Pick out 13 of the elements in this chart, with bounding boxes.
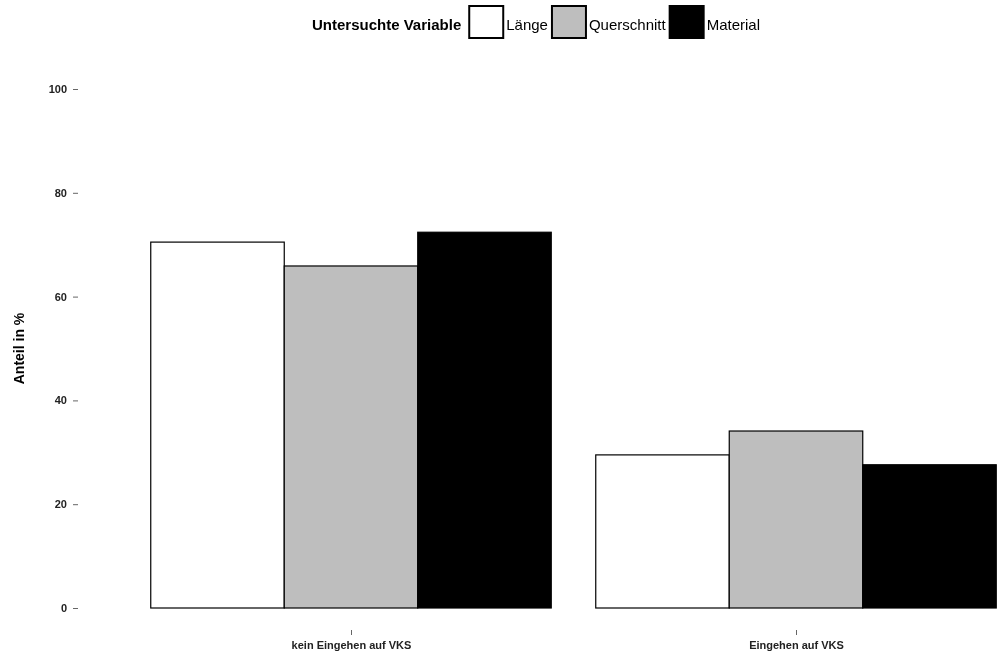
legend-label: Länge — [506, 16, 548, 33]
y-tick-label: 40 — [54, 394, 67, 407]
y-tick-label: 100 — [48, 83, 67, 96]
legend-title: Untersuchte Variable — [312, 16, 462, 33]
legend-label: Material — [706, 16, 761, 33]
y-tick-label: 0 — [60, 602, 67, 615]
y-tick-label: 20 — [54, 498, 67, 511]
y-tick-label: 60 — [54, 290, 67, 303]
y-tick-label: 80 — [54, 186, 67, 199]
x-tick-label: Eingehen auf VKS — [749, 638, 844, 651]
legend-label: Querschnitt — [588, 16, 667, 33]
x-tick-label: kein Eingehen auf VKS — [291, 638, 412, 651]
y-axis-title: Anteil in % — [11, 312, 27, 385]
